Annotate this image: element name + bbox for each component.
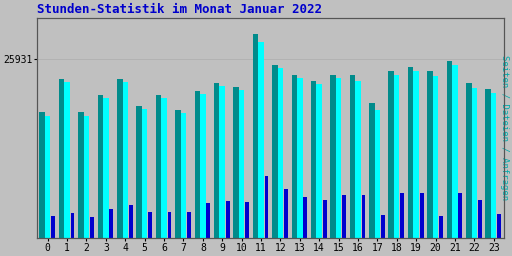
Bar: [195, 91, 200, 238]
Bar: [258, 42, 264, 238]
Bar: [389, 71, 394, 238]
Bar: [206, 202, 210, 238]
Bar: [39, 112, 45, 238]
Y-axis label: Seiten / Dateien / Anfragen: Seiten / Dateien / Anfragen: [500, 56, 508, 200]
Bar: [71, 213, 74, 238]
Text: Stunden-Statistik im Monat Januar 2022: Stunden-Statistik im Monat Januar 2022: [37, 4, 322, 16]
Bar: [381, 215, 385, 238]
Bar: [342, 195, 346, 238]
Bar: [408, 67, 413, 238]
Bar: [103, 98, 109, 238]
Bar: [400, 193, 404, 238]
Bar: [214, 83, 220, 238]
Bar: [433, 76, 438, 238]
Bar: [110, 209, 113, 238]
Bar: [45, 116, 50, 238]
Bar: [369, 103, 375, 238]
Bar: [361, 195, 366, 238]
Bar: [59, 79, 65, 238]
Bar: [167, 212, 172, 238]
Bar: [284, 189, 288, 238]
Bar: [350, 75, 355, 238]
Bar: [458, 193, 462, 238]
Bar: [129, 205, 133, 238]
Bar: [446, 61, 452, 238]
Bar: [355, 81, 360, 238]
Bar: [181, 113, 186, 238]
Bar: [291, 75, 297, 238]
Bar: [220, 86, 225, 238]
Bar: [226, 200, 229, 238]
Bar: [303, 197, 307, 238]
Bar: [265, 176, 268, 238]
Bar: [187, 212, 191, 238]
Bar: [253, 34, 258, 238]
Bar: [336, 78, 342, 238]
Bar: [330, 75, 336, 238]
Bar: [78, 112, 84, 238]
Bar: [472, 88, 477, 238]
Bar: [142, 109, 147, 238]
Bar: [117, 79, 122, 238]
Bar: [239, 90, 244, 238]
Bar: [394, 75, 399, 238]
Bar: [485, 89, 491, 238]
Bar: [297, 78, 303, 238]
Bar: [439, 216, 443, 238]
Bar: [233, 87, 239, 238]
Bar: [497, 214, 501, 238]
Bar: [156, 95, 161, 238]
Bar: [245, 201, 249, 238]
Bar: [323, 199, 327, 238]
Bar: [200, 94, 205, 238]
Bar: [122, 82, 128, 238]
Bar: [420, 193, 423, 238]
Bar: [51, 216, 55, 238]
Bar: [375, 110, 380, 238]
Bar: [278, 68, 283, 238]
Bar: [478, 199, 482, 238]
Bar: [311, 81, 316, 238]
Bar: [90, 217, 94, 238]
Bar: [98, 95, 103, 238]
Bar: [65, 82, 70, 238]
Bar: [491, 93, 497, 238]
Bar: [452, 65, 458, 238]
Bar: [136, 105, 142, 238]
Bar: [272, 65, 278, 238]
Bar: [413, 71, 419, 238]
Bar: [161, 98, 167, 238]
Bar: [84, 116, 89, 238]
Bar: [428, 71, 433, 238]
Bar: [148, 212, 152, 238]
Bar: [316, 84, 322, 238]
Bar: [466, 83, 472, 238]
Bar: [175, 110, 181, 238]
